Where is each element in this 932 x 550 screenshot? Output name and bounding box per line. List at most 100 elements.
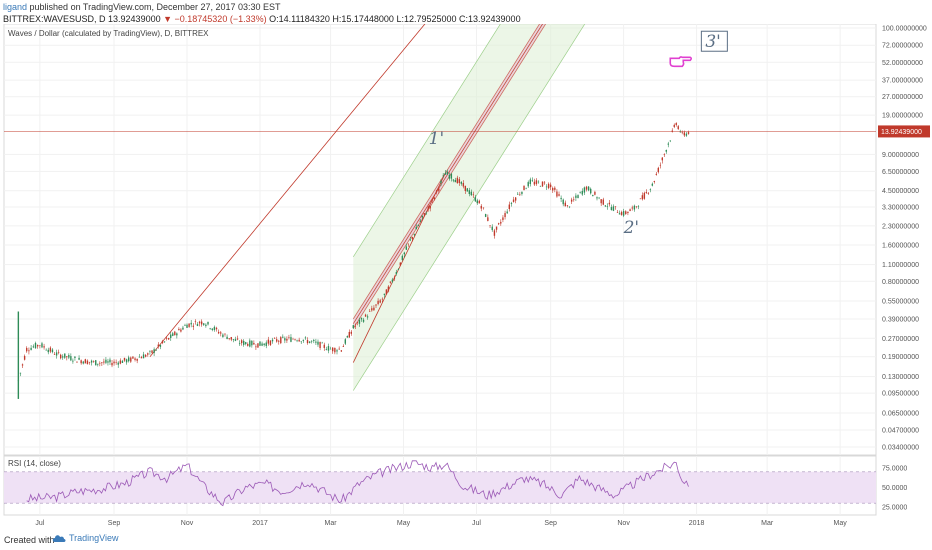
author-link[interactable]: ligand bbox=[3, 2, 28, 12]
candle-body bbox=[442, 175, 444, 177]
candle-body bbox=[521, 191, 523, 194]
candle-body bbox=[620, 212, 623, 215]
tradingview-link[interactable]: TradingView bbox=[52, 533, 119, 543]
candle-body bbox=[489, 225, 491, 226]
candle-body bbox=[329, 348, 332, 350]
candle-body bbox=[82, 361, 84, 364]
candle-body bbox=[190, 322, 192, 325]
y-tick-label: 37.00000000 bbox=[882, 78, 923, 85]
candle-body bbox=[444, 172, 447, 175]
candle-body bbox=[452, 179, 455, 181]
candle-body bbox=[308, 341, 311, 343]
candle-body bbox=[643, 192, 646, 199]
x-tick-label: Sep bbox=[544, 520, 557, 527]
candle-body bbox=[500, 221, 502, 224]
candle-body bbox=[415, 226, 417, 230]
price-change: ▼ −0.18745320 (−1.33%) bbox=[163, 14, 267, 24]
candle-body bbox=[523, 185, 525, 191]
candle-body bbox=[610, 207, 613, 211]
candle-body bbox=[151, 350, 153, 353]
candle-body bbox=[663, 154, 665, 156]
candle-body bbox=[215, 327, 218, 330]
candle-body bbox=[653, 181, 656, 183]
candle-body bbox=[209, 328, 211, 329]
candle-body bbox=[681, 132, 683, 133]
candle-body bbox=[474, 197, 476, 202]
last-price-tag bbox=[878, 125, 930, 138]
candle-body bbox=[543, 182, 546, 184]
candle-body bbox=[385, 289, 388, 295]
x-tick-label: Nov bbox=[617, 520, 630, 527]
candle-body bbox=[149, 351, 151, 352]
wave-label-3: 3' bbox=[705, 32, 721, 52]
y-tick-label: 0.55000000 bbox=[882, 298, 919, 305]
candle-body bbox=[383, 293, 386, 295]
candle-body bbox=[144, 355, 147, 357]
pitchfork-outer-line bbox=[352, 24, 586, 391]
candle-body bbox=[306, 339, 309, 344]
rsi-tick-label: 75.0000 bbox=[882, 465, 907, 472]
hand-outline bbox=[669, 56, 693, 68]
last-price-label: 13.92439000 bbox=[881, 129, 922, 136]
candle-body bbox=[127, 357, 130, 362]
price-chart[interactable]: 100.00000000 72.00000000 52.00000000 37.000… bbox=[0, 24, 932, 530]
candle-body bbox=[62, 356, 64, 358]
candle-body bbox=[675, 123, 677, 125]
candle-body bbox=[273, 337, 276, 339]
candle-body bbox=[338, 348, 340, 350]
candle-body bbox=[304, 337, 307, 339]
candle-body bbox=[647, 193, 650, 194]
candle-body bbox=[45, 349, 47, 351]
candle-body bbox=[284, 338, 286, 341]
candle-body bbox=[427, 207, 429, 209]
candle-body bbox=[393, 277, 396, 280]
candle-body bbox=[633, 205, 636, 210]
candle-body bbox=[138, 356, 140, 358]
x-tick-label: Jul bbox=[35, 520, 44, 527]
candle-body bbox=[95, 360, 97, 366]
candle-body bbox=[590, 188, 592, 194]
candle-body bbox=[592, 194, 594, 197]
candle-body bbox=[121, 360, 124, 363]
candle-body bbox=[220, 332, 222, 334]
candle-body bbox=[213, 326, 216, 331]
x-tick-label: 2018 bbox=[689, 520, 705, 527]
candle-body bbox=[579, 191, 581, 193]
candle-body bbox=[480, 205, 482, 209]
candle-body bbox=[119, 360, 122, 364]
candle-body bbox=[155, 349, 157, 351]
candle-body bbox=[685, 133, 688, 136]
candle-body bbox=[55, 352, 58, 356]
candle-body bbox=[290, 337, 292, 342]
candle-body bbox=[612, 206, 615, 211]
candle-body bbox=[196, 324, 199, 326]
candle-body bbox=[321, 342, 323, 344]
publish-text: published on TradingView.com, December 2… bbox=[27, 2, 281, 12]
candle-body bbox=[267, 339, 270, 344]
candle-body bbox=[362, 319, 365, 322]
candle-body bbox=[261, 343, 263, 346]
candle-body bbox=[537, 181, 540, 183]
candle-body bbox=[240, 340, 243, 344]
candle-body bbox=[90, 360, 93, 363]
candle-body bbox=[547, 183, 550, 189]
candle-body bbox=[64, 353, 66, 358]
candle-body bbox=[431, 200, 433, 201]
candle-body bbox=[249, 340, 251, 347]
candle-body bbox=[194, 321, 197, 322]
candle-body bbox=[403, 252, 406, 255]
candle-body bbox=[401, 255, 404, 261]
candle-body bbox=[525, 188, 527, 190]
candle-body bbox=[375, 304, 377, 306]
candle-body bbox=[651, 183, 654, 186]
candle-body bbox=[226, 336, 228, 340]
candle-body bbox=[253, 342, 255, 345]
candle-body bbox=[263, 343, 265, 345]
candle-body bbox=[604, 205, 607, 207]
candle-body bbox=[364, 314, 367, 317]
y-tick-label: 72.00000000 bbox=[882, 43, 923, 50]
candle-body bbox=[323, 344, 325, 348]
pitchfork-line bbox=[352, 24, 544, 324]
candle-body bbox=[157, 344, 160, 347]
candle-body bbox=[587, 186, 590, 191]
